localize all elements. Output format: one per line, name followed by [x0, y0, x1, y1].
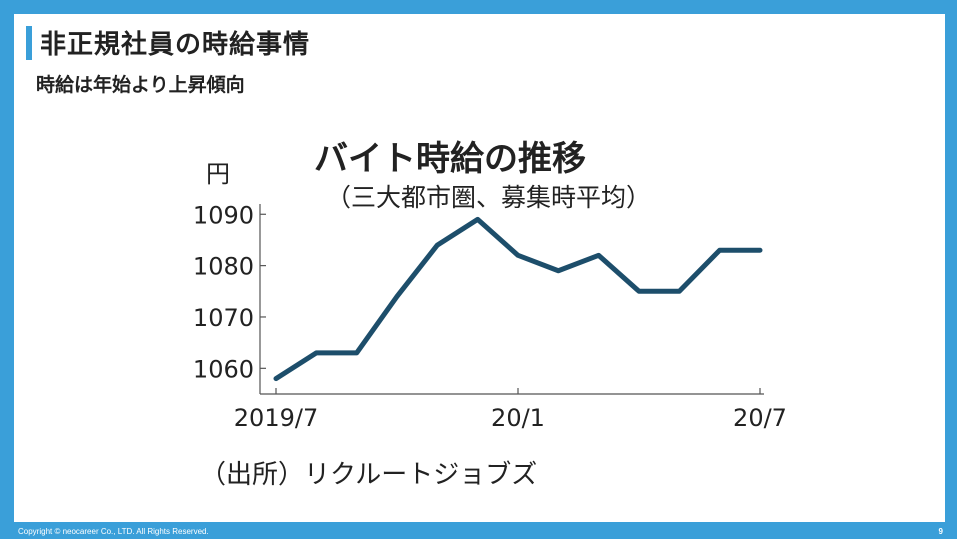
x-tick-label: 20/1 — [491, 404, 545, 432]
slide-title: 非正規社員の時給事情 — [40, 30, 311, 60]
footer-copyright: Copyright © neocareer Co., LTD. All Righ… — [18, 527, 209, 536]
x-ticks: 2019/7 20/1 20/7 — [234, 388, 787, 432]
x-tick-label: 20/7 — [733, 404, 787, 432]
chart-subtitle: （三大都市圏、募集時平均） — [326, 183, 651, 212]
slide-subtitle: 時給は年始より上昇傾向 — [36, 74, 245, 96]
x-tick-label: 2019/7 — [234, 404, 318, 432]
y-tick-label: 1080 — [193, 253, 254, 281]
chart: バイト時給の推移 （三大都市圏、募集時平均） 円 1060 1070 1080 109… — [193, 139, 787, 490]
slide: 非正規社員の時給事情 時給は年始より上昇傾向 バイト時給の推移 （三大都市圏、募… — [14, 14, 945, 522]
page-number: 9 — [938, 527, 943, 536]
y-tick-label: 1060 — [193, 355, 254, 383]
y-tick-label: 1090 — [193, 201, 254, 229]
y-tick-label: 1070 — [193, 304, 254, 332]
chart-source: （出所）リクルートジョブズ — [200, 460, 537, 490]
series-line — [273, 216, 763, 382]
title-accent-bar — [26, 26, 32, 60]
y-ticks: 1060 1070 1080 1090 — [193, 201, 266, 383]
chart-title: バイト時給の推移 — [314, 139, 586, 179]
y-axis-unit: 円 — [206, 160, 230, 188]
